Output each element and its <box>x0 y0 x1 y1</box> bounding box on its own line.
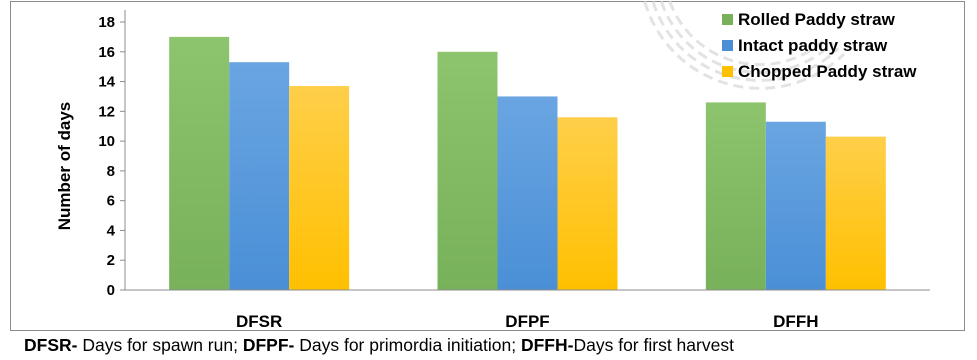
bar-dffh-0 <box>705 102 766 291</box>
y-tick-label: 4 <box>107 222 116 239</box>
legend-label: Rolled Paddy straw <box>738 10 896 29</box>
bar-dfpf-2 <box>557 117 618 291</box>
y-tick-label: 0 <box>107 282 115 299</box>
x-tick-label: DFPF <box>505 312 549 331</box>
y-axis: 0 2 4 6 8 10 12 14 16 18 <box>98 10 126 299</box>
y-tick-label: 14 <box>98 74 115 91</box>
legend-swatch <box>722 14 733 25</box>
y-tick-label: 12 <box>98 103 115 120</box>
footnote-abbr-dffh: DFFH- <box>520 335 574 355</box>
watermark-arc <box>651 0 840 82</box>
bar-dfsr-1 <box>229 62 290 291</box>
y-tick-label: 18 <box>98 14 115 31</box>
bar-dffh-1 <box>765 121 826 290</box>
y-tick-label: 2 <box>107 252 115 269</box>
legend-swatch <box>722 66 733 77</box>
y-tick-label: 6 <box>107 193 115 210</box>
chart-frame <box>10 1 965 331</box>
y-tick-label: 8 <box>107 163 115 180</box>
y-tick-label: 10 <box>98 133 115 150</box>
footnote-abbr-dfpf: DFPF- <box>242 335 295 355</box>
x-tick-label: DFSR <box>236 312 282 331</box>
bar-dffh-2 <box>825 136 886 290</box>
y-axis-title: Number of days <box>55 102 74 230</box>
footnote-text-dfsr: Days for spawn run; <box>77 335 243 355</box>
legend-label: Chopped Paddy straw <box>738 62 917 81</box>
watermark-arc <box>642 0 846 90</box>
footnote-text-dffh: Days for first harvest <box>573 335 734 355</box>
bars-group <box>169 36 886 291</box>
legend: Rolled Paddy straw Intact paddy straw Chop… <box>722 10 917 81</box>
footnote-abbr-dfsr: DFSR- <box>24 335 78 355</box>
watermark-arcs <box>642 0 846 90</box>
x-axis: DFSR DFPF DFFH <box>125 289 930 331</box>
legend-swatch <box>722 40 733 51</box>
y-tick-label: 16 <box>98 44 115 61</box>
watermark-arc <box>659 0 834 74</box>
x-tick-label: DFFH <box>773 312 818 331</box>
footnote-text-dfpf: Days for primordia initiation; <box>294 335 521 355</box>
bar-chart: 0 2 4 6 8 10 12 14 16 18 DFSR DFPF DFFH Rolled Padd… <box>55 0 930 331</box>
bar-dfpf-0 <box>437 51 498 291</box>
bar-dfpf-1 <box>497 96 558 290</box>
bar-dfsr-0 <box>169 36 230 291</box>
bar-dfsr-2 <box>289 86 350 291</box>
legend-label: Intact paddy straw <box>738 36 888 55</box>
footnote: DFSR- Days for spawn run; DFPF- Days for… <box>24 335 734 356</box>
